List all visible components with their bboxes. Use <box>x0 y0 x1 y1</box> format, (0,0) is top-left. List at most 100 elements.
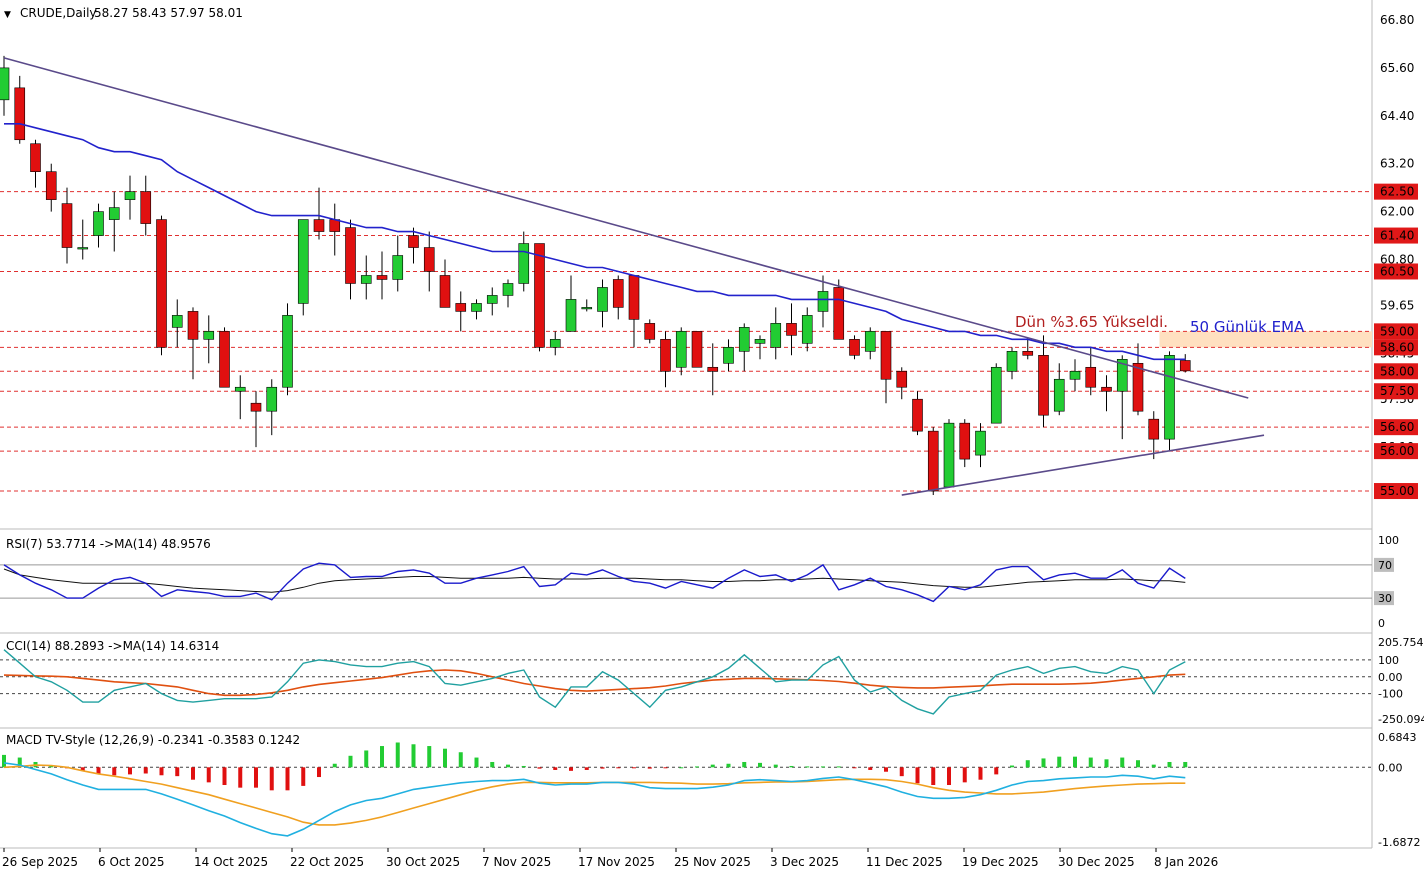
macd-histogram-bar <box>1120 757 1125 768</box>
candle-body <box>1022 351 1034 356</box>
price-tick-label: 65.60 <box>1380 61 1414 75</box>
macd-histogram-bar <box>1151 764 1156 768</box>
candle-body <box>455 303 467 312</box>
macd-histogram-bar <box>395 742 400 768</box>
macd-histogram-bar <box>474 757 479 768</box>
macd-histogram-bar <box>254 767 258 788</box>
cci-ma-line <box>3 669 1186 697</box>
macd-histogram-bar <box>852 767 857 769</box>
candle-body <box>392 255 404 280</box>
rsi-label: RSI(7) 53.7714 ->MA(14) 48.9576 <box>6 537 211 551</box>
candle-body <box>187 311 199 340</box>
candle-body <box>266 386 278 412</box>
rsi-band-tag <box>1374 557 1394 572</box>
candle-body <box>219 331 230 388</box>
candle-body <box>486 295 498 304</box>
macd-histogram-bar <box>632 767 636 769</box>
time-tick-label: 11 Dec 2025 <box>866 855 943 869</box>
time-tick-label: 7 Nov 2025 <box>482 855 551 869</box>
candle-body <box>93 211 104 236</box>
candle-body <box>990 366 1002 424</box>
candle-body <box>612 279 624 308</box>
candle-body <box>959 422 971 460</box>
cci-tick-label: 205.754 <box>1378 636 1424 649</box>
macd-histogram-bar <box>600 767 605 769</box>
candle-body <box>1006 351 1018 372</box>
level-tag-label: 58.60 <box>1380 340 1414 354</box>
macd-histogram-bar <box>584 767 589 770</box>
level-tag <box>1374 339 1418 356</box>
rsi-tick-label: 70 <box>1378 559 1392 572</box>
ema50-line <box>4 123 1186 361</box>
price-overlays <box>3 57 1265 496</box>
time-tick-label: 17 Nov 2025 <box>578 855 655 869</box>
candle-body <box>927 430 939 492</box>
candle-body <box>864 331 876 352</box>
candle-body <box>1132 362 1144 412</box>
candle-body <box>408 235 419 248</box>
candle-body <box>171 315 183 328</box>
candle-body <box>313 219 325 232</box>
level-tag-label: 56.00 <box>1380 444 1414 458</box>
macd-histogram-bar <box>238 767 243 788</box>
cci-tick-label: 0.00 <box>1378 671 1403 684</box>
candle-body <box>518 243 530 284</box>
rsi-line <box>3 562 1186 603</box>
level-tag <box>1374 263 1418 280</box>
rsi-tick-label: 0 <box>1378 617 1385 630</box>
price-tick-label: 64.40 <box>1380 109 1414 123</box>
macd-histogram-bar <box>553 767 558 770</box>
macd-histogram-bar <box>679 767 684 769</box>
macd-histogram-bar <box>962 767 967 783</box>
candle-body <box>707 366 719 372</box>
level-tag <box>1374 227 1418 244</box>
candle-body <box>534 243 545 348</box>
candle-body <box>1038 355 1049 416</box>
candle-body <box>1164 355 1175 440</box>
candle-body <box>644 323 656 340</box>
macd-histogram-bar <box>1167 761 1172 768</box>
candle-body <box>203 331 215 340</box>
header-dropdown-arrow-icon[interactable]: ▼ <box>4 10 11 20</box>
macd-histogram-bar <box>269 767 274 791</box>
rsi-tick-label: 100 <box>1378 534 1399 547</box>
macd-histogram-bar <box>1073 756 1077 768</box>
macd-histogram-bar <box>1025 760 1030 768</box>
macd-histogram-bar <box>663 767 668 769</box>
time-tick-label: 8 Jan 2026 <box>1154 855 1218 869</box>
macd-histogram-bar <box>1104 759 1109 768</box>
candle-body <box>439 275 451 308</box>
time-tick-label: 6 Oct 2025 <box>98 855 165 869</box>
candle-body <box>628 275 640 320</box>
candle-body <box>156 219 167 348</box>
candle-body <box>282 315 293 388</box>
candle-body <box>597 287 608 312</box>
macd-histogram-bar <box>616 767 621 769</box>
level-tag <box>1374 363 1418 380</box>
candle-body <box>124 191 136 200</box>
time-tick-label: 25 Nov 2025 <box>674 855 751 869</box>
macd-histogram-bar <box>726 763 731 768</box>
candle-body <box>250 402 262 412</box>
candle-body <box>833 287 845 340</box>
time-tick-label: 22 Oct 2025 <box>290 855 364 869</box>
macd-histogram-bar <box>836 766 841 768</box>
macd-histogram-bar <box>222 767 227 786</box>
header-ohlc: 58.27 58.43 57.97 58.01 <box>94 6 243 20</box>
candle-body <box>77 247 89 250</box>
level-tag-label: 56.60 <box>1380 420 1414 434</box>
macd-histogram-bar <box>506 764 510 768</box>
cci-line <box>3 649 1186 715</box>
candle-body <box>1148 418 1160 440</box>
macd-histogram-bar <box>348 755 353 768</box>
candle-body <box>140 191 152 224</box>
candle-body <box>108 207 120 220</box>
macd-histogram-bar <box>17 757 22 768</box>
candle-body <box>943 422 955 488</box>
macd-histogram-bar <box>899 767 904 777</box>
ema-annotation: 50 Günlük EMA <box>1190 318 1305 336</box>
candle-body <box>738 327 750 352</box>
rsi-band-tag <box>1374 591 1394 606</box>
macd-histogram-bar <box>191 767 195 780</box>
candle-body <box>723 347 734 364</box>
